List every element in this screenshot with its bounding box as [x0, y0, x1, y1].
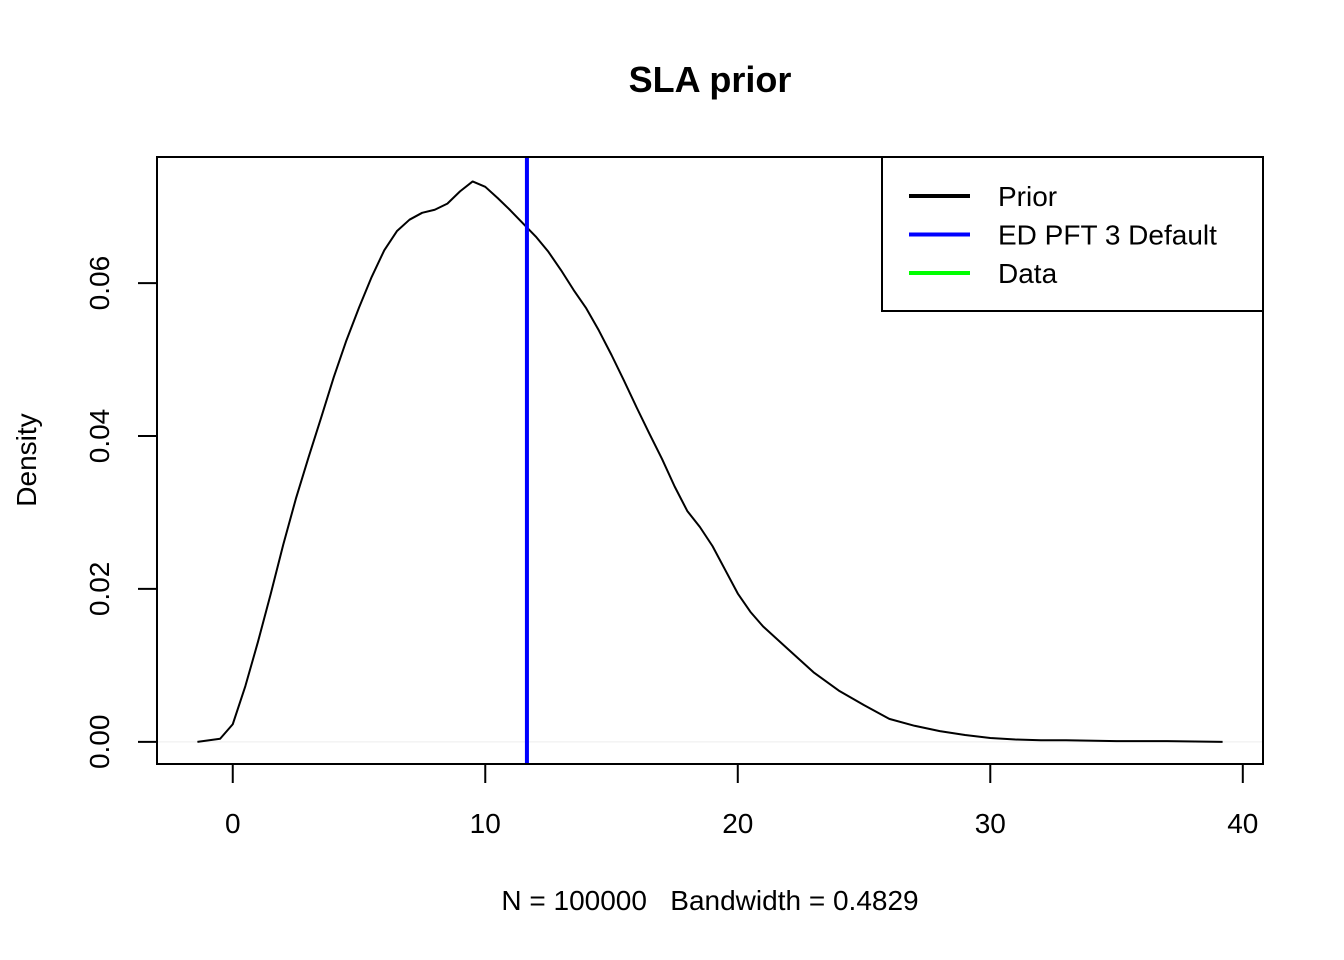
legend-label: ED PFT 3 Default	[998, 220, 1217, 251]
x-axis: 0 10 20 30 40	[225, 763, 1258, 839]
y-axis: 0.00 0.02 0.04 0.06	[84, 256, 158, 770]
legend-label: Data	[998, 258, 1058, 289]
y-axis-label: Density	[11, 413, 42, 506]
x-tick-label: 30	[975, 808, 1006, 839]
y-tick-label: 0.02	[84, 562, 115, 617]
x-tick-label: 10	[470, 808, 501, 839]
plot-frame	[156, 156, 1264, 765]
x-tick-label: 0	[225, 808, 241, 839]
y-tick-label: 0.00	[84, 715, 115, 770]
x-axis-label: N = 100000 Bandwidth = 0.4829	[501, 885, 918, 916]
y-tick-label: 0.06	[84, 256, 115, 311]
y-tick-label: 0.04	[84, 409, 115, 464]
x-tick-label: 40	[1227, 808, 1258, 839]
legend-label: Prior	[998, 181, 1057, 212]
x-tick-label: 20	[722, 808, 753, 839]
chart-title: SLA prior	[629, 59, 792, 100]
legend: Prior ED PFT 3 Default Data	[881, 156, 1264, 312]
series-prior-line	[197, 180, 1223, 743]
plot-area	[157, 157, 1263, 764]
